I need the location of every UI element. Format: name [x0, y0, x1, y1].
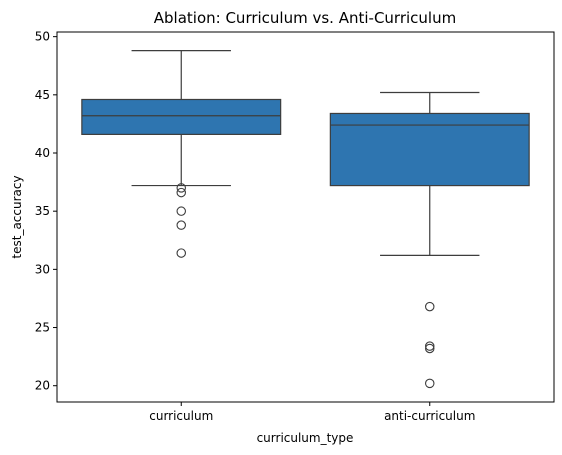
outlier-point [176, 206, 187, 216]
iqr-box [329, 112, 530, 187]
y-tick-label: 35 [35, 204, 50, 218]
y-tick-label: 20 [35, 379, 50, 393]
y-axis-label: test_accuracy [10, 175, 24, 258]
y-tick-label: 45 [35, 88, 50, 102]
box-anti-curriculum [329, 91, 530, 389]
outlier-point [424, 341, 435, 351]
outlier-point [176, 187, 187, 198]
x-axis: curriculum anti-curriculum [149, 402, 475, 423]
y-tick-label: 50 [35, 30, 50, 44]
chart-title: Ablation: Curriculum vs. Anti-Curriculum [154, 9, 456, 27]
y-axis: 20 25 30 35 40 45 50 [35, 30, 57, 393]
outlier-point [176, 183, 187, 193]
iqr-box [81, 98, 282, 135]
outlier-point [424, 301, 435, 312]
plot-frame [56, 31, 555, 403]
plot-area [81, 50, 530, 389]
x-tick-label-anti-curriculum: anti-curriculum [384, 409, 475, 423]
outlier-point [176, 220, 187, 230]
y-tick-label: 40 [35, 146, 50, 160]
outlier-point [424, 378, 435, 389]
y-tick-label: 30 [35, 262, 50, 276]
box-curriculum [81, 50, 282, 258]
outlier-point [424, 343, 435, 354]
y-tick-label: 25 [35, 321, 50, 335]
outlier-point [176, 248, 187, 258]
x-tick-label-curriculum: curriculum [149, 409, 213, 423]
x-axis-label: curriculum_type [257, 431, 354, 445]
